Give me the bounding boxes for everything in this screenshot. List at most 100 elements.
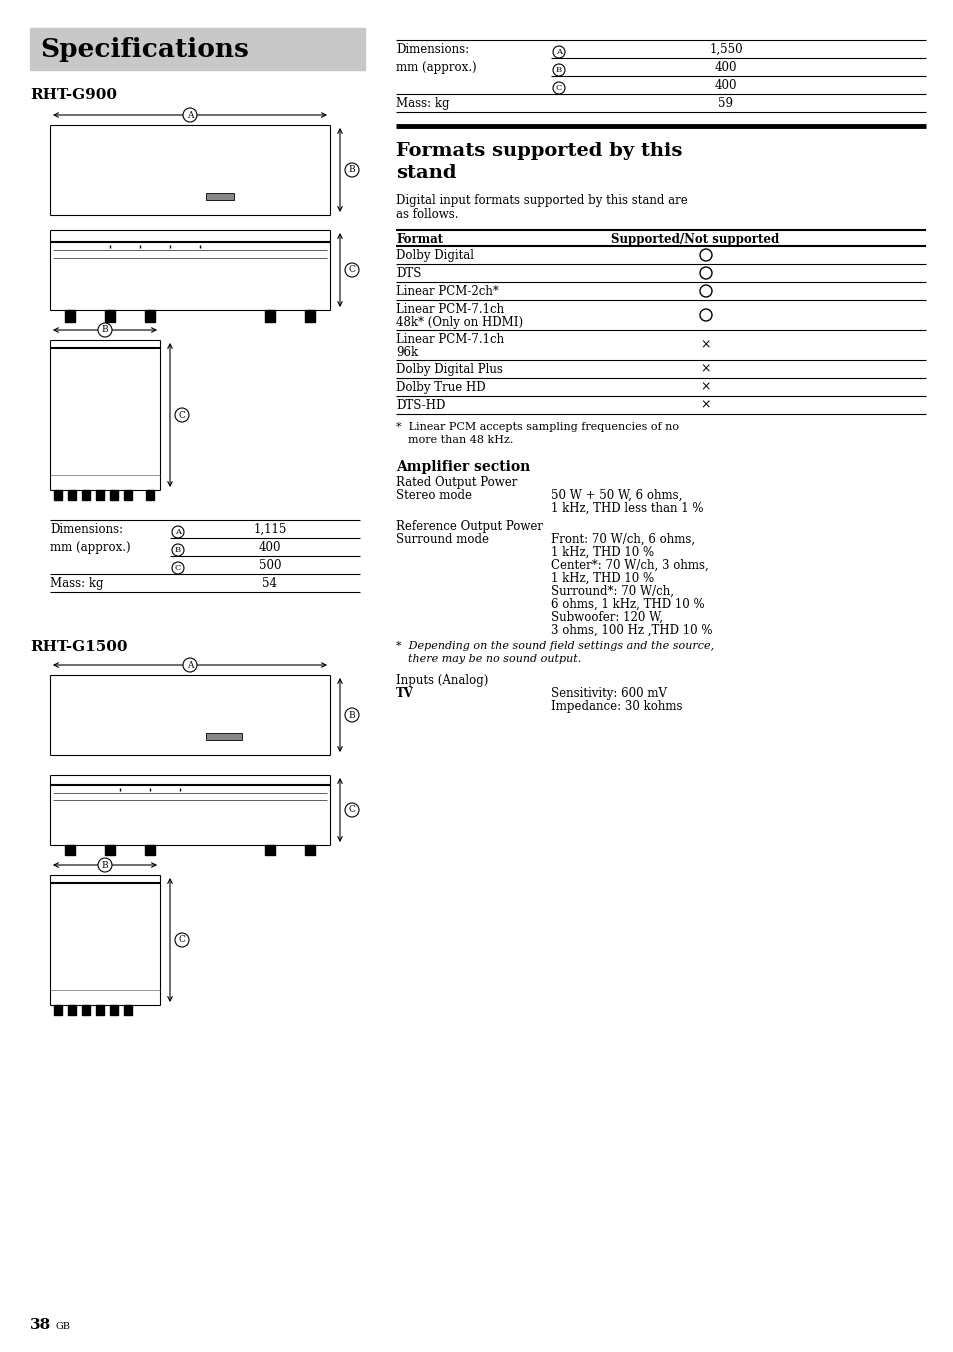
- Circle shape: [345, 164, 358, 177]
- Text: A: A: [187, 111, 193, 119]
- Bar: [206, 193, 233, 200]
- Bar: [54, 1005, 62, 1015]
- Text: *  Linear PCM accepts sampling frequencies of no: * Linear PCM accepts sampling frequencie…: [395, 422, 679, 433]
- Bar: [65, 310, 75, 322]
- Circle shape: [345, 803, 358, 817]
- Text: 1,115: 1,115: [253, 523, 287, 535]
- Circle shape: [183, 658, 196, 672]
- Text: 54: 54: [262, 577, 277, 589]
- Circle shape: [700, 249, 711, 261]
- Text: Digital input formats supported by this stand are: Digital input formats supported by this …: [395, 193, 687, 207]
- Text: RHT-G900: RHT-G900: [30, 88, 117, 101]
- Text: ×: ×: [700, 338, 711, 352]
- Text: Surround mode: Surround mode: [395, 533, 489, 546]
- Text: Dolby Digital: Dolby Digital: [395, 249, 474, 262]
- Text: Front: 70 W/ch, 6 ohms,: Front: 70 W/ch, 6 ohms,: [551, 533, 695, 546]
- Circle shape: [345, 264, 358, 277]
- Circle shape: [700, 266, 711, 279]
- Circle shape: [183, 108, 196, 122]
- Text: 400: 400: [714, 61, 737, 74]
- Text: Linear PCM-2ch*: Linear PCM-2ch*: [395, 285, 498, 297]
- Bar: [82, 489, 90, 500]
- Text: C: C: [348, 265, 355, 274]
- Text: 1 kHz, THD 10 %: 1 kHz, THD 10 %: [551, 546, 654, 558]
- Text: more than 48 kHz.: more than 48 kHz.: [408, 435, 513, 445]
- Text: ×: ×: [700, 362, 711, 376]
- Text: TV: TV: [395, 687, 414, 700]
- Circle shape: [174, 408, 189, 422]
- Text: Dimensions:: Dimensions:: [50, 523, 123, 535]
- Bar: [110, 1005, 118, 1015]
- Text: ×: ×: [700, 380, 711, 393]
- Text: Sensitivity: 600 mV: Sensitivity: 600 mV: [551, 687, 666, 700]
- Text: 500: 500: [258, 558, 281, 572]
- Bar: [68, 1005, 76, 1015]
- Text: Impedance: 30 kohms: Impedance: 30 kohms: [551, 700, 681, 713]
- Circle shape: [553, 64, 564, 76]
- Text: Inputs (Analog): Inputs (Analog): [395, 675, 488, 687]
- Text: C: C: [556, 84, 561, 92]
- Text: A: A: [187, 661, 193, 669]
- Circle shape: [172, 562, 184, 575]
- Text: Subwoofer: 120 W,: Subwoofer: 120 W,: [551, 611, 662, 625]
- Text: 1 kHz, THD 10 %: 1 kHz, THD 10 %: [551, 572, 654, 585]
- Bar: [105, 310, 115, 322]
- Bar: [96, 489, 104, 500]
- Text: stand: stand: [395, 164, 456, 183]
- Bar: [65, 845, 75, 854]
- Bar: [145, 310, 154, 322]
- Bar: [54, 489, 62, 500]
- Text: B: B: [349, 711, 355, 719]
- Text: Formats supported by this: Formats supported by this: [395, 142, 681, 160]
- Text: B: B: [102, 326, 109, 334]
- Bar: [305, 310, 314, 322]
- Circle shape: [700, 310, 711, 320]
- Text: DTS-HD: DTS-HD: [395, 399, 445, 412]
- Bar: [124, 489, 132, 500]
- Text: Linear PCM-7.1ch: Linear PCM-7.1ch: [395, 303, 503, 316]
- Text: 1,550: 1,550: [708, 43, 742, 55]
- Text: Center*: 70 W/ch, 3 ohms,: Center*: 70 W/ch, 3 ohms,: [551, 558, 708, 572]
- Bar: [96, 1005, 104, 1015]
- Bar: [82, 1005, 90, 1015]
- Text: 3 ohms, 100 Hz ,THD 10 %: 3 ohms, 100 Hz ,THD 10 %: [551, 625, 712, 637]
- Text: Dolby True HD: Dolby True HD: [395, 381, 485, 393]
- Text: DTS: DTS: [395, 266, 421, 280]
- Text: 1 kHz, THD less than 1 %: 1 kHz, THD less than 1 %: [551, 502, 702, 515]
- Circle shape: [174, 933, 189, 946]
- Text: Supported/Not supported: Supported/Not supported: [610, 233, 779, 246]
- Text: as follows.: as follows.: [395, 208, 458, 220]
- Circle shape: [98, 859, 112, 872]
- Text: Stereo mode: Stereo mode: [395, 489, 472, 502]
- Bar: [105, 845, 115, 854]
- Bar: [30, 28, 365, 70]
- Text: A: A: [556, 49, 561, 55]
- Text: B: B: [349, 165, 355, 174]
- Text: 400: 400: [258, 541, 281, 554]
- Text: Reference Output Power: Reference Output Power: [395, 521, 542, 533]
- Circle shape: [98, 323, 112, 337]
- Circle shape: [345, 708, 358, 722]
- Text: Dimensions:: Dimensions:: [395, 43, 469, 55]
- Text: C: C: [178, 411, 185, 419]
- Text: *  Depending on the sound field settings and the source,: * Depending on the sound field settings …: [395, 641, 714, 652]
- Text: 6 ohms, 1 kHz, THD 10 %: 6 ohms, 1 kHz, THD 10 %: [551, 598, 704, 611]
- Text: B: B: [556, 66, 561, 74]
- Circle shape: [553, 82, 564, 95]
- Text: 38: 38: [30, 1318, 51, 1332]
- Text: ×: ×: [700, 399, 711, 411]
- Text: 59: 59: [718, 97, 733, 110]
- Bar: [305, 845, 314, 854]
- Text: mm (approx.): mm (approx.): [395, 61, 476, 74]
- Text: RHT-G1500: RHT-G1500: [30, 639, 128, 654]
- Circle shape: [172, 526, 184, 538]
- Text: Dolby Digital Plus: Dolby Digital Plus: [395, 362, 502, 376]
- Text: C: C: [174, 564, 181, 572]
- Text: 50 W + 50 W, 6 ohms,: 50 W + 50 W, 6 ohms,: [551, 489, 681, 502]
- Text: Amplifier section: Amplifier section: [395, 460, 530, 475]
- Text: Rated Output Power: Rated Output Power: [395, 476, 517, 489]
- Text: 48k* (Only on HDMI): 48k* (Only on HDMI): [395, 316, 522, 329]
- Text: B: B: [102, 860, 109, 869]
- Bar: [146, 489, 153, 500]
- Text: Specifications: Specifications: [40, 37, 249, 61]
